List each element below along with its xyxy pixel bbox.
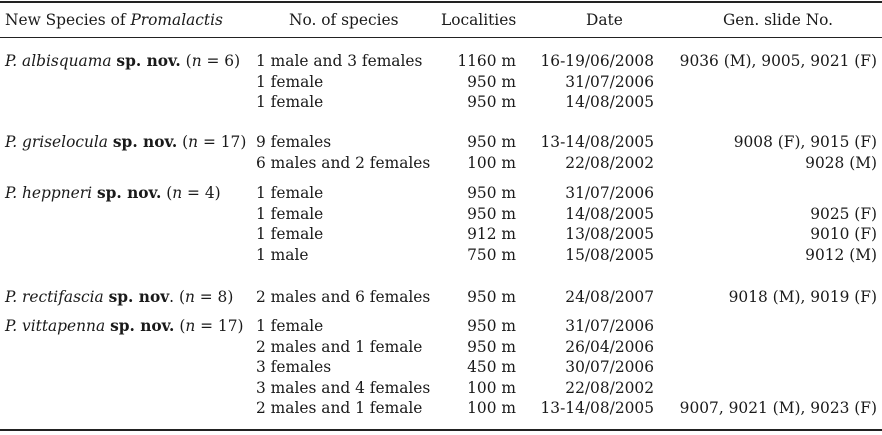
locality-altitude: 950 m <box>467 317 516 335</box>
locality-altitude: 1160 m <box>457 52 516 70</box>
species-n-value: = 17) <box>195 317 244 335</box>
species-name: P. heppneri sp. nov. (n = 4) <box>5 183 221 203</box>
specimen-count: 3 females <box>256 358 332 376</box>
specimen-count: 1 male <box>256 246 309 264</box>
locality-altitude: 950 m <box>467 205 516 223</box>
collection-date: 24/08/2007 <box>565 288 654 306</box>
specimen-count: 9 females <box>256 133 332 151</box>
header-slide: Gen. slide No. <box>723 11 834 29</box>
specimen-count: 1 female <box>256 73 324 91</box>
species-name-bold: sp. nov. <box>112 133 178 151</box>
species-name-italic: P. griselocula <box>5 133 108 151</box>
locality-altitude: 950 m <box>467 73 516 91</box>
species-name-italic: P. heppneri <box>5 184 93 202</box>
locality-altitude: 100 m <box>467 379 516 397</box>
species-n-open: ( <box>180 52 192 70</box>
species-n-value: = 6) <box>201 52 241 70</box>
locality-altitude: 750 m <box>467 246 516 264</box>
species-name-bold: sp. nov <box>108 288 170 306</box>
specimen-count: 2 males and 1 female <box>256 399 423 417</box>
collection-date: 31/07/2006 <box>565 73 654 91</box>
species-n-open: . ( <box>169 288 185 306</box>
header-species-prefix: New Species of <box>5 11 131 29</box>
collection-date: 13-14/08/2005 <box>540 399 655 417</box>
gen-slide-number: 9028 (M) <box>805 154 877 172</box>
locality-altitude: 100 m <box>467 399 516 417</box>
species-n-value: = 17) <box>198 133 247 151</box>
gen-slide-number: 9025 (F) <box>810 205 877 223</box>
specimen-count: 1 female <box>256 205 324 223</box>
locality-altitude: 912 m <box>467 225 516 243</box>
header-species-genus: Promalactis <box>130 11 223 29</box>
header-species: New Species of Promalactis <box>5 10 223 30</box>
collection-date: 31/07/2006 <box>565 184 654 202</box>
collection-date: 22/08/2002 <box>565 379 654 397</box>
specimen-count: 1 female <box>256 225 324 243</box>
species-name-italic: P. vittapenna <box>5 317 106 335</box>
locality-altitude: 950 m <box>467 133 516 151</box>
specimen-count: 2 males and 6 females <box>256 288 431 306</box>
species-name-italic: P. albisquama <box>5 52 112 70</box>
collection-date: 15/08/2005 <box>565 246 654 264</box>
gen-slide-number: 9010 (F) <box>810 225 877 243</box>
specimen-count: 1 male and 3 females <box>256 52 423 70</box>
species-n-value: = 8) <box>194 288 234 306</box>
species-name: P. griselocula sp. nov. (n = 17) <box>5 132 246 152</box>
specimen-count: 6 males and 2 females <box>256 154 431 172</box>
gen-slide-number: 9007, 9021 (M), 9023 (F) <box>679 399 877 417</box>
collection-date: 31/07/2006 <box>565 317 654 335</box>
header-count: No. of species <box>289 11 399 29</box>
gen-slide-number: 9012 (M) <box>805 246 877 264</box>
specimen-count: 1 female <box>256 317 324 335</box>
collection-date: 14/08/2005 <box>565 93 654 111</box>
species-name-bold: sp. nov. <box>116 52 181 70</box>
locality-altitude: 450 m <box>467 358 516 376</box>
specimen-count: 2 males and 1 female <box>256 338 423 356</box>
species-n-open: ( <box>174 317 186 335</box>
collection-date: 22/08/2002 <box>565 154 654 172</box>
species-name-italic: P. rectifascia <box>5 288 104 306</box>
locality-altitude: 950 m <box>467 93 516 111</box>
locality-altitude: 950 m <box>467 288 516 306</box>
species-n-var: n <box>184 288 195 306</box>
collection-date: 26/04/2006 <box>565 338 654 356</box>
species-name-bold: sp. nov. <box>96 184 162 202</box>
species-n-open: ( <box>177 133 189 151</box>
table-header-rule <box>0 37 882 38</box>
species-n-var: n <box>188 133 199 151</box>
species-name-bold: sp. nov. <box>110 317 175 335</box>
species-n-value: = 4) <box>182 184 221 202</box>
specimen-count: 1 female <box>256 93 324 111</box>
gen-slide-number: 9018 (M), 9019 (F) <box>728 288 877 306</box>
species-n-var: n <box>191 52 202 70</box>
gen-slide-number: 9036 (M), 9005, 9021 (F) <box>679 52 877 70</box>
locality-altitude: 950 m <box>467 184 516 202</box>
header-date: Date <box>586 11 623 29</box>
collection-date: 13-14/08/2005 <box>540 133 655 151</box>
species-name: P. vittapenna sp. nov. (n = 17) <box>5 316 244 336</box>
collection-date: 16-19/06/2008 <box>540 52 655 70</box>
species-n-var: n <box>172 184 183 202</box>
table-top-rule <box>0 1 882 3</box>
specimen-count: 3 males and 4 females <box>256 379 431 397</box>
collection-date: 13/08/2005 <box>565 225 654 243</box>
locality-altitude: 950 m <box>467 338 516 356</box>
locality-altitude: 100 m <box>467 154 516 172</box>
collection-date: 30/07/2006 <box>565 358 654 376</box>
collection-date: 14/08/2005 <box>565 205 654 223</box>
species-n-open: ( <box>161 184 173 202</box>
table-bottom-rule <box>0 429 882 431</box>
species-n-var: n <box>185 317 196 335</box>
species-name: P. rectifascia sp. nov. (n = 8) <box>5 287 233 307</box>
species-name: P. albisquama sp. nov. (n = 6) <box>5 51 240 71</box>
gen-slide-number: 9008 (F), 9015 (F) <box>733 133 877 151</box>
specimen-count: 1 female <box>256 184 324 202</box>
header-localities: Localities <box>441 11 517 29</box>
